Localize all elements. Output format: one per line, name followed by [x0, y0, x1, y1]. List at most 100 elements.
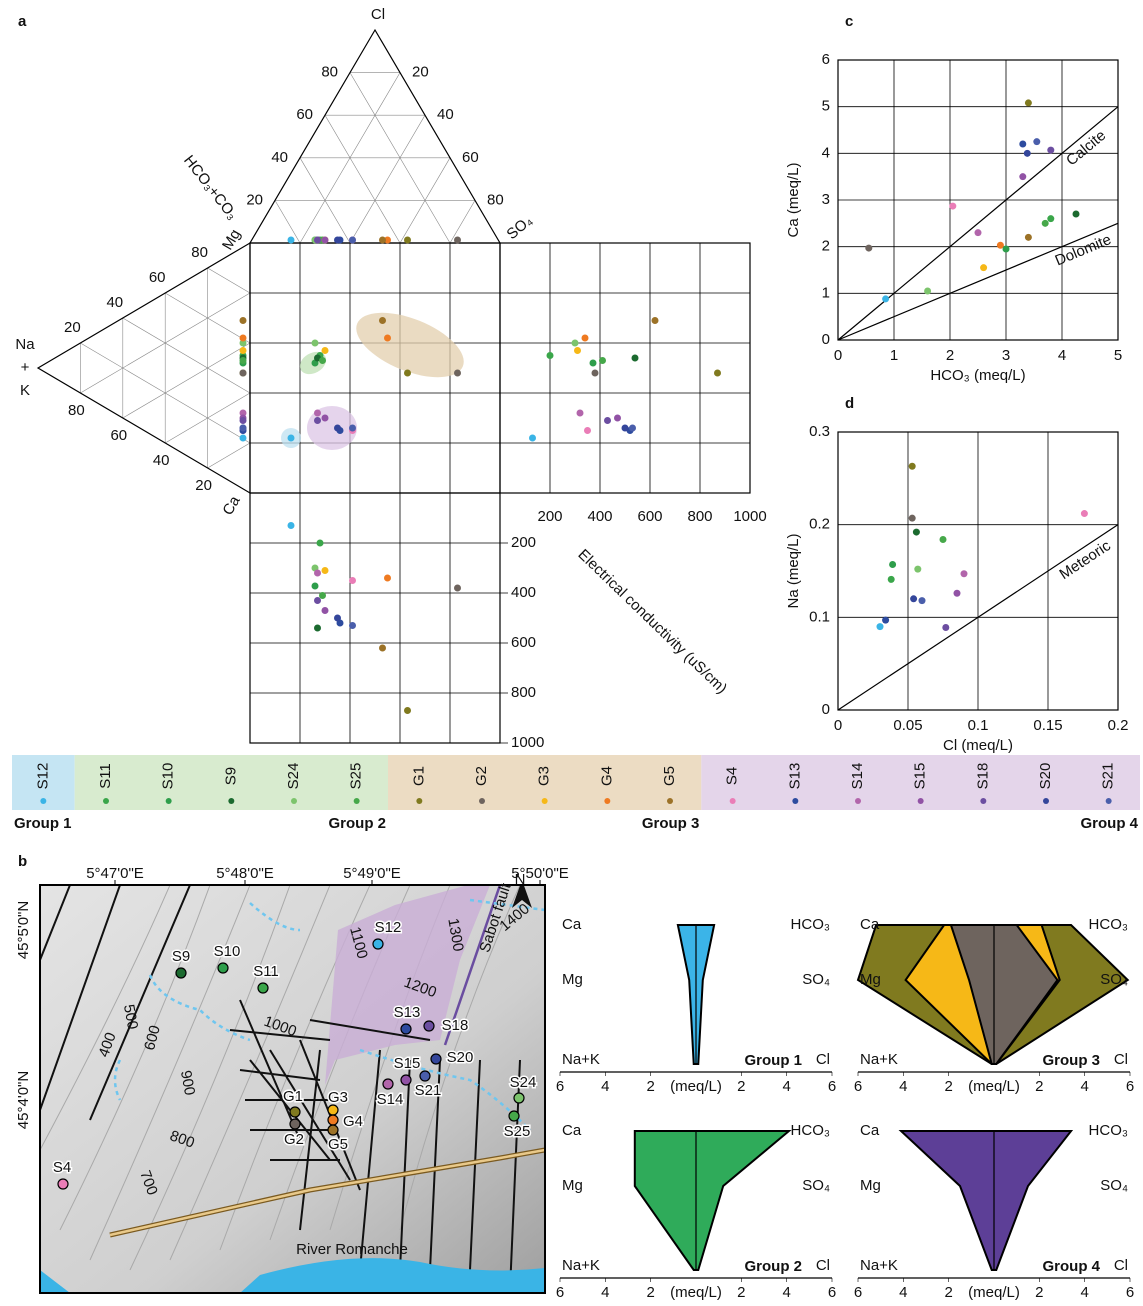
point	[975, 229, 982, 236]
legend-swatch	[416, 798, 422, 804]
legend-swatch	[40, 798, 46, 804]
point	[384, 575, 391, 582]
legend-sample-label: S12	[34, 763, 51, 790]
legend-swatch	[604, 798, 610, 804]
x-tick-label: 6	[854, 1078, 862, 1095]
point	[314, 417, 321, 424]
legend-sample-label: S13	[786, 763, 803, 790]
x-axis-label: HCO₃ (meq/L)	[930, 367, 1025, 384]
cation-label: Ca	[562, 916, 582, 933]
point	[322, 415, 329, 422]
y-tick-label: 0.2	[809, 516, 830, 533]
tick-label: 200	[511, 534, 536, 551]
point	[1073, 211, 1080, 218]
point	[888, 576, 895, 583]
x-axis-label: Cl (meq/L)	[943, 737, 1013, 754]
anion-label: Cl	[816, 1051, 830, 1068]
legend-swatch	[291, 798, 297, 804]
point	[590, 360, 597, 367]
x-tick-label: 4	[601, 1284, 609, 1301]
cation-label: Na+K	[860, 1051, 898, 1068]
river-label: River Romanche	[296, 1241, 408, 1258]
reference-line	[838, 107, 1118, 340]
x-tick-label: 1	[890, 347, 898, 364]
map-sample-label: S20	[447, 1049, 474, 1066]
group-title: Group 2	[744, 1258, 802, 1275]
point	[1024, 150, 1031, 157]
point	[632, 355, 639, 362]
map-sample	[328, 1115, 338, 1125]
point	[584, 427, 591, 434]
triangle	[250, 30, 500, 243]
map-sample-label: S21	[415, 1082, 442, 1099]
cation-label: Mg	[860, 1177, 881, 1194]
reference-line	[838, 223, 1118, 340]
y-axis-label: Na (meq/L)	[785, 533, 802, 608]
triangle	[38, 243, 250, 493]
cation-label: Na+K	[562, 1257, 600, 1274]
x-tick-label: 0.05	[893, 717, 922, 734]
legend-sample-label: G1	[410, 766, 427, 786]
point	[314, 625, 321, 632]
group-title: Group 4	[1042, 1258, 1100, 1275]
x-tick-label: 0	[834, 347, 842, 364]
map-sample-label: G5	[328, 1136, 348, 1153]
map-sample-label: S15	[394, 1055, 421, 1072]
legend-sample-label: G2	[473, 766, 490, 786]
y-tick-label: 0	[822, 701, 830, 718]
point	[1081, 510, 1088, 517]
tick-label: 400	[511, 584, 536, 601]
grid-line	[208, 443, 250, 468]
cation-label: Ca	[562, 1122, 582, 1139]
point	[629, 425, 636, 432]
axis-label: K	[20, 382, 30, 399]
x-tick-label: 0.2	[1108, 717, 1129, 734]
tick-label: 40	[437, 106, 454, 123]
map-sample	[258, 983, 268, 993]
y-tick-label: 0	[822, 331, 830, 348]
point	[240, 370, 247, 377]
x-tick-label: 4	[899, 1284, 907, 1301]
x-tick-label: 2	[1035, 1284, 1043, 1301]
point	[622, 425, 629, 432]
axis-label: Electrical conductivity (uS/cm)	[575, 546, 731, 697]
tick-label: 20	[64, 319, 81, 336]
point	[574, 347, 581, 354]
point	[909, 463, 916, 470]
y-axis-label: Ca (meq/L)	[785, 162, 802, 237]
point	[454, 585, 461, 592]
point	[592, 370, 599, 377]
axis-label: Na	[15, 336, 35, 353]
map-sample-label: S14	[377, 1091, 404, 1108]
point	[1019, 173, 1026, 180]
x-tick-label: 6	[556, 1078, 564, 1095]
x-tick-label: 5	[1114, 347, 1122, 364]
x-tick-label: 2	[737, 1284, 745, 1301]
map-sample	[373, 939, 383, 949]
latitude-label: 45°4'0"N	[15, 1071, 32, 1129]
legend-swatch	[980, 798, 986, 804]
legend-sample-label: S25	[348, 763, 365, 790]
legend-swatch	[479, 798, 485, 804]
point	[582, 335, 589, 342]
map-sample	[401, 1075, 411, 1085]
tick-label: 400	[587, 508, 612, 525]
tick-label: 80	[487, 191, 504, 208]
anion-label: Cl	[1114, 1051, 1128, 1068]
anion-label: HCO₃	[791, 916, 830, 933]
x-tick-label: 4	[899, 1078, 907, 1095]
x-axis-label: (meq/L)	[670, 1078, 722, 1095]
cation-label: Mg	[562, 971, 583, 988]
panel-label: b	[18, 853, 27, 870]
x-tick-label: 2	[946, 347, 954, 364]
grid-line-minor	[325, 115, 400, 243]
point	[1042, 220, 1049, 227]
point	[1047, 147, 1054, 154]
anion-label: SO₄	[1100, 1177, 1128, 1194]
point	[240, 425, 247, 432]
map-sample	[218, 963, 228, 973]
point	[954, 590, 961, 597]
point	[314, 597, 321, 604]
x-tick-label: 4	[601, 1078, 609, 1095]
tick-label: 800	[511, 684, 536, 701]
